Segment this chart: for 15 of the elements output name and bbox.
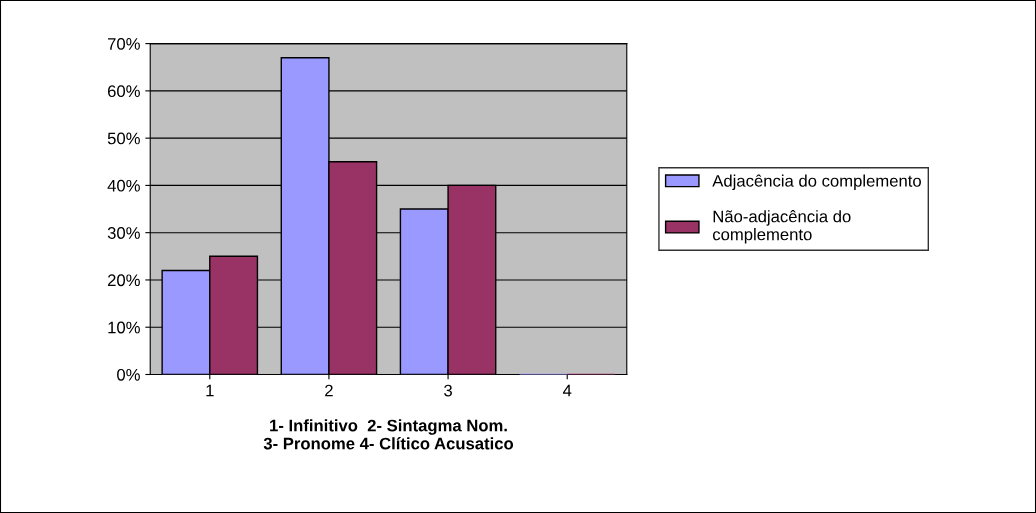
x-tick-label: 4 bbox=[562, 384, 572, 397]
y-tick-label: 10% bbox=[108, 321, 140, 334]
y-tick-label: 20% bbox=[107, 274, 140, 287]
y-tick-label: 50% bbox=[107, 132, 140, 145]
y-tick-label: 60% bbox=[107, 85, 140, 98]
x-tick-label: 1 bbox=[206, 384, 214, 397]
y-tick-label: 70% bbox=[108, 38, 140, 50]
x-axis-title: 1- Infinitivo 2- Sintagma Nom. 3- Pronome 4- Clítico Acusatico bbox=[263, 419, 514, 450]
y-tick-label: 30% bbox=[107, 227, 140, 239]
y-tick-label: 40% bbox=[107, 179, 140, 192]
y-tick-label: 0% bbox=[117, 368, 140, 381]
legend-label: Não-adjacência do complemento bbox=[712, 210, 851, 244]
legend-label: Adjacência do complemento bbox=[712, 174, 921, 191]
x-tick-label: 3 bbox=[444, 384, 452, 397]
x-tick-label: 2 bbox=[325, 384, 333, 397]
